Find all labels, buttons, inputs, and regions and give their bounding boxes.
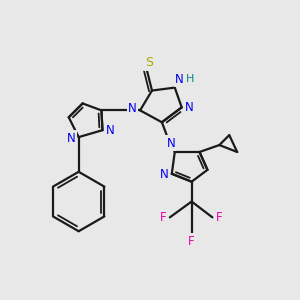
Text: H: H xyxy=(185,74,194,84)
Text: N: N xyxy=(106,124,115,137)
Text: N: N xyxy=(68,132,76,145)
Text: F: F xyxy=(216,211,223,224)
Text: N: N xyxy=(160,168,168,181)
Text: N: N xyxy=(175,73,184,86)
Text: N: N xyxy=(128,102,136,115)
Text: N: N xyxy=(167,136,175,150)
Text: F: F xyxy=(160,211,166,224)
Text: N: N xyxy=(185,101,194,114)
Text: S: S xyxy=(145,56,153,69)
Text: F: F xyxy=(188,235,195,248)
